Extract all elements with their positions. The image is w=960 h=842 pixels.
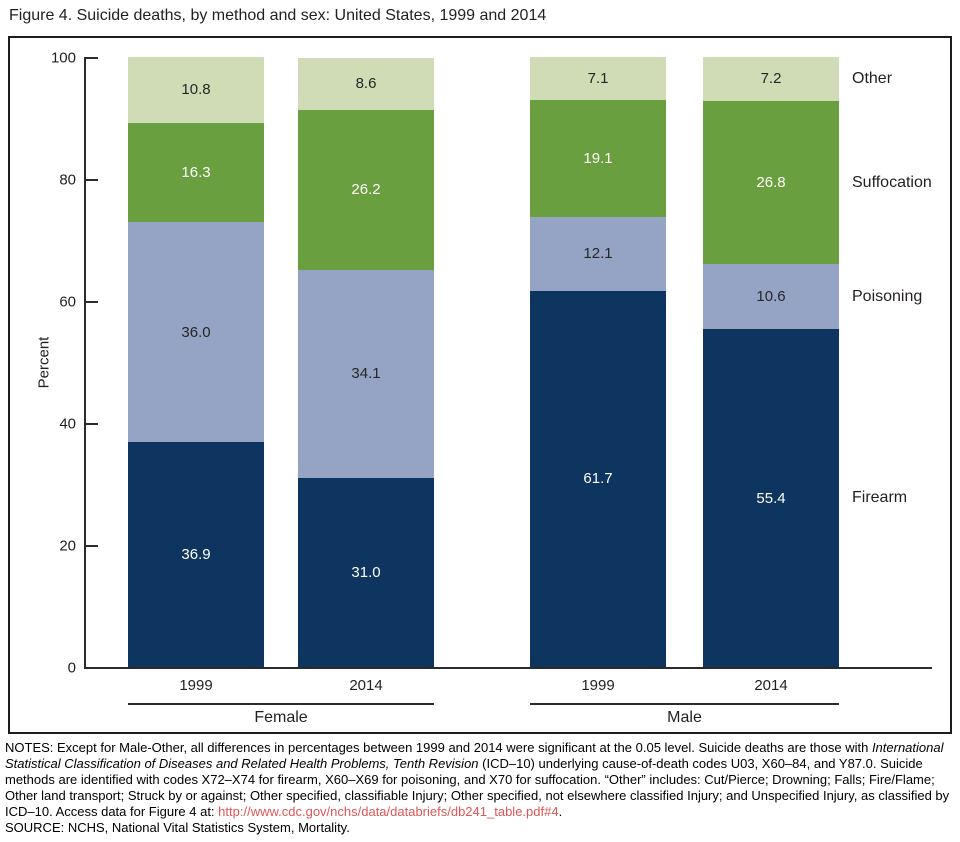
notes-text-segment: NOTES: Except for Male-Other, all differ… xyxy=(5,740,872,755)
notes-text-segment: (ICD–10) underlying cause-of-death codes… xyxy=(5,756,950,819)
segment-value-label: 36.9 xyxy=(181,545,211,563)
figure-data-link[interactable]: http://www.cdc.gov/nchs/data/databriefs/… xyxy=(218,804,559,819)
y-axis-line xyxy=(84,57,86,669)
bar-segment-other: 8.6 xyxy=(298,57,434,111)
segment-value-label: 12.1 xyxy=(583,245,613,263)
x-category-label: 2014 xyxy=(754,677,788,694)
notes-text: NOTES: Except for Male-Other, all differ… xyxy=(5,740,955,820)
y-tick xyxy=(86,179,98,181)
x-category-label: 1999 xyxy=(179,677,213,694)
bar-segment-suffocation: 26.8 xyxy=(703,100,839,265)
group-label-male: Male xyxy=(667,709,702,726)
segment-value-label: 7.2 xyxy=(760,70,782,88)
source-text: SOURCE: NCHS, National Vital Statistics … xyxy=(5,820,350,835)
bar-segment-other: 7.1 xyxy=(530,57,666,101)
segment-value-label: 10.6 xyxy=(756,288,786,306)
segment-value-label: 36.0 xyxy=(181,323,211,341)
bar-segment-poisoning: 10.6 xyxy=(703,264,839,330)
group-label-female: Female xyxy=(254,709,308,726)
y-tick xyxy=(86,301,98,303)
segment-value-label: 31.0 xyxy=(351,563,381,581)
y-tick-label: 40 xyxy=(59,415,76,433)
bar-segment-suffocation: 26.2 xyxy=(298,110,434,270)
notes-italic-text: International Statistical Classification… xyxy=(5,740,944,771)
y-tick-label: 0 xyxy=(67,659,76,677)
segment-value-label: 10.8 xyxy=(181,81,211,99)
segment-value-label: 7.1 xyxy=(587,70,609,88)
segment-value-label: 61.7 xyxy=(583,470,613,488)
y-tick-label: 80 xyxy=(59,171,76,189)
series-label-other: Other xyxy=(852,69,893,87)
figure-title: Figure 4. Suicide deaths, by method and … xyxy=(9,7,547,24)
bar-segment-other: 10.8 xyxy=(128,57,264,123)
chart-frame: 0 20 40 60 80 100 36.9 36.0 16.3 10.8 1999 31.0 34.1… xyxy=(8,36,952,734)
bar-segment-poisoning: 12.1 xyxy=(530,216,666,291)
y-tick xyxy=(86,423,98,425)
segment-value-label: 19.1 xyxy=(583,150,613,168)
notes-text-segment: . xyxy=(558,804,563,819)
segment-value-label: 34.1 xyxy=(351,365,381,383)
bar-segment-firearm: 31.0 xyxy=(298,477,434,667)
x-category-label: 2014 xyxy=(349,677,383,694)
x-axis-line xyxy=(84,667,932,669)
series-label-poisoning: Poisoning xyxy=(852,287,923,305)
segment-value-label: 55.4 xyxy=(756,489,786,507)
segment-value-label: 8.6 xyxy=(355,75,377,93)
group-underline xyxy=(530,703,839,705)
segment-value-label: 26.8 xyxy=(756,174,786,192)
y-tick xyxy=(86,57,98,59)
segment-value-label: 16.3 xyxy=(181,164,211,182)
x-category-label: 1999 xyxy=(581,677,615,694)
bar-segment-poisoning: 34.1 xyxy=(298,269,434,478)
y-tick-label: 60 xyxy=(59,293,76,311)
y-axis-label: Percent xyxy=(35,336,53,389)
series-label-suffocation: Suffocation xyxy=(852,173,932,191)
bar-segment-firearm: 55.4 xyxy=(703,329,839,667)
y-tick xyxy=(86,545,98,547)
bar-segment-suffocation: 16.3 xyxy=(128,122,264,223)
bar-segment-poisoning: 36.0 xyxy=(128,222,264,442)
y-tick-label: 100 xyxy=(50,49,76,67)
bar-segment-firearm: 61.7 xyxy=(530,290,666,667)
group-underline xyxy=(128,703,434,705)
bar-segment-suffocation: 19.1 xyxy=(530,100,666,217)
bar-segment-other: 7.2 xyxy=(703,57,839,101)
y-tick-label: 20 xyxy=(59,537,76,555)
bar-segment-firearm: 36.9 xyxy=(128,441,264,667)
segment-value-label: 26.2 xyxy=(351,181,381,199)
series-label-firearm: Firearm xyxy=(852,489,908,507)
notes-block: NOTES: Except for Male-Other, all differ… xyxy=(5,740,955,836)
